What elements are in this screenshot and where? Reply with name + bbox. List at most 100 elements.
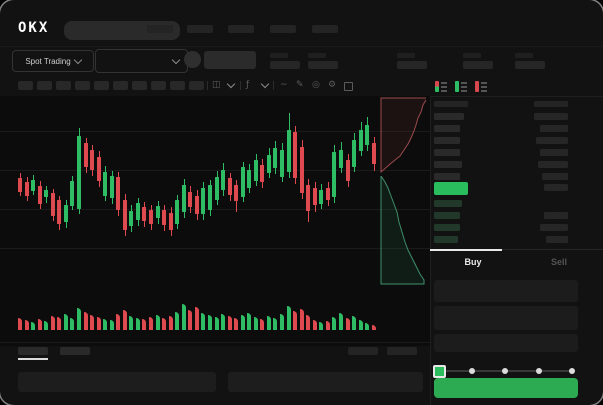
interval-button[interactable] — [75, 81, 90, 90]
interval-button[interactable] — [170, 81, 185, 90]
candle-body — [352, 140, 356, 167]
book-combined-icon[interactable] — [434, 80, 448, 93]
indicators-icon[interactable]: ƒ — [246, 80, 250, 90]
chart-gridline — [0, 131, 430, 132]
nav-item[interactable] — [312, 25, 338, 33]
toolbar-separator — [273, 81, 274, 90]
nav-item[interactable] — [187, 25, 213, 33]
candle-body — [142, 207, 146, 221]
volume-bar — [215, 317, 219, 330]
candle-body — [195, 196, 199, 214]
book-color-strip — [455, 81, 459, 92]
ask-amount-placeholder — [534, 113, 568, 120]
candle-body — [84, 143, 88, 167]
chevron-down-icon[interactable] — [260, 79, 270, 89]
ask-price-placeholder[interactable] — [434, 113, 464, 120]
interval-button[interactable] — [113, 81, 128, 90]
stat-label-placeholder — [397, 53, 415, 58]
bottom-tab-1[interactable] — [60, 347, 90, 355]
amount-slider-handle[interactable] — [433, 365, 446, 378]
nav-item[interactable] — [270, 25, 296, 33]
book-bids-icon[interactable] — [454, 80, 468, 93]
order-form-field-1[interactable] — [434, 306, 578, 330]
submit-buy-button[interactable] — [434, 378, 578, 398]
slider-stop-dot[interactable] — [502, 368, 508, 374]
settings-gear-icon[interactable]: ⚙ — [328, 80, 337, 90]
volume-bar — [18, 318, 22, 330]
candle-body — [332, 152, 336, 197]
candle-body — [129, 211, 133, 226]
volume-bar — [162, 318, 166, 330]
candle-body — [149, 210, 153, 224]
camera-snapshot-icon[interactable]: ◎ — [312, 80, 320, 90]
candle-style-icon[interactable]: ◫ — [212, 80, 221, 90]
slider-stop-dot[interactable] — [535, 368, 542, 374]
orderbook-last-price-bar[interactable] — [434, 182, 468, 195]
interval-button[interactable] — [132, 81, 147, 90]
toolbar-separator — [207, 81, 208, 90]
tab-buy[interactable]: Buy — [464, 257, 482, 267]
line-tool-icon[interactable]: ~ — [280, 80, 288, 90]
draw-pencil-icon[interactable]: ✎ — [296, 80, 304, 90]
fullscreen-icon[interactable] — [344, 82, 353, 91]
interval-button[interactable] — [56, 81, 71, 90]
ask-price-placeholder[interactable] — [434, 149, 460, 156]
bid-price-placeholder[interactable] — [434, 200, 462, 207]
volume-bar — [64, 314, 68, 330]
chart-gridline — [0, 170, 430, 171]
interval-button[interactable] — [37, 81, 52, 90]
tab-sell[interactable]: Sell — [550, 257, 567, 267]
bottom-panel-0 — [18, 372, 216, 392]
candle-body — [306, 185, 310, 211]
volume-bar — [84, 312, 88, 330]
ask-price-placeholder[interactable] — [434, 173, 460, 180]
chevron-down-icon[interactable] — [226, 79, 236, 89]
candlestick-chart-canvas[interactable] — [0, 96, 430, 346]
volume-bar — [247, 313, 251, 330]
candle-body — [156, 206, 160, 218]
order-form-field-0[interactable] — [434, 280, 578, 302]
ask-price-placeholder[interactable] — [434, 125, 460, 132]
volume-bar — [254, 317, 258, 330]
stat-label-placeholder — [270, 53, 288, 58]
bottom-action[interactable] — [348, 347, 378, 355]
chart-gridline — [0, 248, 430, 249]
candle-body — [319, 190, 323, 204]
bottom-action[interactable] — [387, 347, 417, 355]
okx-logo[interactable]: OKX — [18, 20, 50, 36]
order-form-field-2[interactable] — [434, 334, 578, 352]
bottom-tab-0[interactable] — [18, 347, 48, 355]
candle-body — [313, 188, 317, 205]
candle-body — [221, 170, 225, 190]
volume-bar — [300, 309, 304, 330]
ask-price-placeholder[interactable] — [434, 161, 462, 168]
slider-stop-dot[interactable] — [468, 368, 475, 374]
market-type-dropdown[interactable]: Spot Trading — [12, 50, 94, 72]
interval-button[interactable] — [189, 81, 204, 90]
coin-avatar — [184, 51, 201, 68]
slider-stop-dot[interactable] — [569, 368, 575, 374]
volume-bar — [149, 317, 153, 330]
pair-select-dropdown[interactable] — [95, 49, 188, 73]
book-asks-icon[interactable] — [474, 80, 488, 93]
interval-button[interactable] — [18, 81, 33, 90]
candle-body — [169, 213, 173, 230]
candle-body — [201, 188, 205, 214]
nav-item[interactable] — [147, 25, 173, 33]
volume-bar — [182, 304, 186, 330]
interval-button[interactable] — [94, 81, 109, 90]
volume-bar — [260, 319, 264, 330]
interval-button[interactable] — [151, 81, 166, 90]
volume-bar — [365, 323, 369, 330]
volume-bar — [241, 315, 245, 330]
volume-bar — [228, 316, 232, 330]
bid-price-placeholder[interactable] — [434, 224, 460, 231]
bottom-divider — [0, 342, 430, 343]
volume-bar — [103, 319, 107, 330]
volume-bar — [44, 321, 48, 330]
bid-price-placeholder[interactable] — [434, 236, 458, 243]
candle-body — [44, 190, 48, 197]
ask-price-placeholder[interactable] — [434, 137, 460, 144]
nav-item[interactable] — [228, 25, 254, 33]
bid-price-placeholder[interactable] — [434, 212, 460, 219]
